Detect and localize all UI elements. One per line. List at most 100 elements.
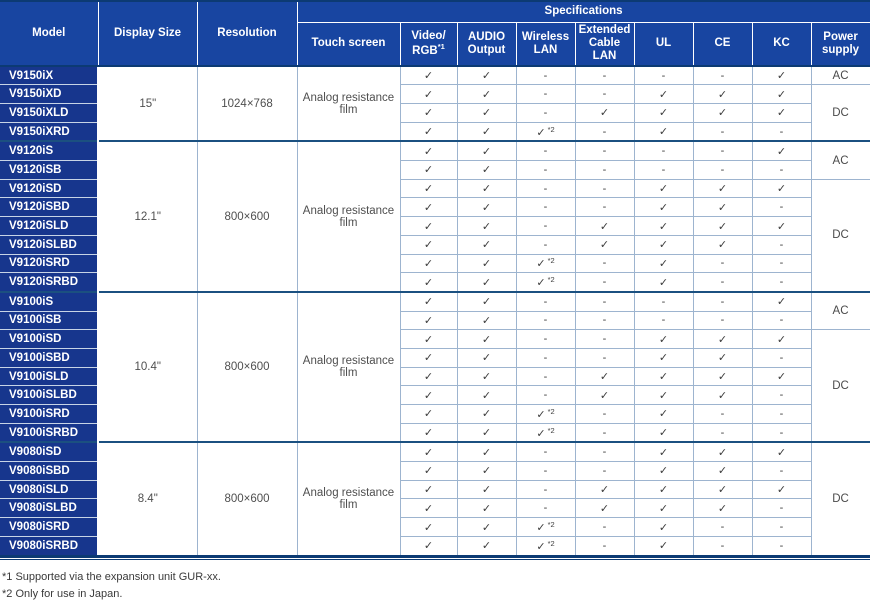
spec-cell: ✓ (399, 385, 458, 406)
spec-cell: ✓ (692, 197, 753, 218)
spec-cell: ✓ (692, 329, 753, 349)
spec-cell: ✓ (574, 385, 635, 406)
spec-cell: - (633, 64, 694, 86)
spec-cell: - (515, 347, 576, 368)
spec-cell: ✓ (751, 140, 812, 162)
col-header-model: Model (0, 0, 99, 67)
spec-cell: ✓ (456, 366, 517, 387)
model-cell: V9080iSRD (0, 517, 99, 537)
power-line1: Power (823, 30, 858, 43)
spec-cell: ✓ (692, 479, 753, 500)
spec-cell: ✓ (692, 441, 753, 463)
spec-cell: ✓ (633, 498, 694, 519)
spec-cell: ✓ (751, 479, 812, 500)
spec-cell: ✓ (574, 216, 635, 236)
spec-cell: ✓ *2 (515, 404, 576, 424)
model-cell: V9080iSBD (0, 461, 99, 481)
power-supply-cell: DC (810, 441, 870, 557)
spec-cell: ✓ (633, 535, 694, 557)
spec-cell: ✓ (633, 461, 694, 481)
table-row: V9080iSBD ✓ ✓ - - ✓ ✓ - (0, 461, 870, 481)
spec-cell: ✓ (574, 479, 635, 500)
model-cell: V9120iSB (0, 160, 99, 180)
spec-cell: - (692, 310, 753, 331)
spec-cell: - (574, 64, 635, 86)
model-cell: V9100iSLD (0, 366, 99, 387)
col-header-extended-cable-lan: Extended Cable LAN (574, 21, 635, 67)
spec-cell: ✓ (751, 103, 812, 123)
spec-cell: ✓ (633, 272, 694, 293)
spec-cell: - (574, 290, 635, 312)
spec-cell: ✓ (399, 479, 458, 500)
spec-cell: - (515, 479, 576, 500)
spec-cell: ✓ (633, 479, 694, 500)
spec-cell: - (692, 160, 753, 180)
spec-cell: - (692, 290, 753, 312)
spec-cell: - (692, 272, 753, 293)
spec-cell: - (574, 347, 635, 368)
spec-cell: - (574, 535, 635, 557)
model-cell: V9100iSBD (0, 347, 99, 368)
spec-table-wrap: Model Display Size Resolution Specificat… (0, 0, 870, 560)
spec-cell: ✓ (399, 347, 458, 368)
spec-cell: ✓ (399, 64, 458, 86)
spec-cell: ✓ (574, 234, 635, 255)
spec-cell: ✓ (399, 234, 458, 255)
model-cell: V9080iSRBD (0, 535, 99, 557)
model-cell: V9150iXLD (0, 103, 99, 123)
spec-cell: ✓ (456, 290, 517, 312)
spec-cell: - (515, 216, 576, 236)
spec-table: Model Display Size Resolution Specificat… (0, 0, 870, 558)
spec-cell: ✓ (574, 366, 635, 387)
spec-cell: - (751, 272, 812, 293)
spec-cell: ✓ (633, 197, 694, 218)
audio-line1: AUDIO (467, 30, 506, 43)
spec-cell: ✓ (399, 461, 458, 481)
spec-cell: ✓ (456, 498, 517, 519)
power-supply-cell: AC (810, 290, 870, 331)
table-row: V9080iSRD ✓ ✓ ✓ *2- ✓ - - (0, 517, 870, 537)
spec-cell: - (574, 160, 635, 180)
footnote2-marker: *2 (547, 425, 555, 435)
spec-cell: ✓ (692, 385, 753, 406)
model-cell: V9150iXRD (0, 121, 99, 142)
model-cell: V9080iSD (0, 441, 99, 463)
model-cell: V9080iSLD (0, 479, 99, 500)
power-supply-cell: DC (810, 178, 870, 293)
display-size-cell: 10.4" (97, 290, 198, 443)
spec-cell: ✓ (399, 441, 458, 463)
touch-screen-cell: Analog resistance film (296, 140, 401, 293)
spec-cell: ✓ (692, 347, 753, 368)
footnote2-marker: *2 (547, 520, 555, 529)
spec-cell: - (515, 234, 576, 255)
spec-cell: - (515, 329, 576, 349)
footnote2-marker: *2 (547, 406, 555, 416)
model-cell: V9100iSRD (0, 404, 99, 424)
spec-cell: - (515, 310, 576, 331)
spec-cell: ✓ (456, 84, 517, 105)
spec-cell: ✓ (751, 441, 812, 463)
spec-cell: ✓ (692, 84, 753, 105)
model-cell: V9100iS (0, 290, 99, 312)
spec-cell: - (633, 140, 694, 162)
video-rgb-line2: RGB (412, 44, 438, 57)
spec-cell: - (574, 84, 635, 105)
spec-cell: ✓ (456, 310, 517, 331)
spec-cell: ✓ (399, 498, 458, 519)
model-cell: V9120iSLD (0, 216, 99, 236)
spec-cell: ✓ *2 (515, 535, 576, 557)
spec-cell: - (574, 461, 635, 481)
spec-cell: - (633, 160, 694, 180)
table-row: V9080iSLD ✓ ✓ - ✓ ✓ ✓ ✓ (0, 479, 870, 500)
spec-cell: - (751, 461, 812, 481)
table-row: V9080iSD 8.4" 800×600 Analog resistance fil… (0, 441, 870, 557)
spec-cell: - (515, 103, 576, 123)
display-size-cell: 8.4" (97, 441, 198, 557)
col-header-specifications: Specifications (296, 0, 870, 23)
spec-cell: ✓ (633, 103, 694, 123)
spec-cell: ✓ (456, 64, 517, 86)
spec-cell: ✓ (692, 234, 753, 255)
table-row: V9100iSB ✓ ✓ - - - - - (0, 310, 870, 331)
table-row: V9100iS 10.4" 800×600 Analog resistance fil… (0, 290, 870, 443)
spec-cell: - (515, 64, 576, 86)
